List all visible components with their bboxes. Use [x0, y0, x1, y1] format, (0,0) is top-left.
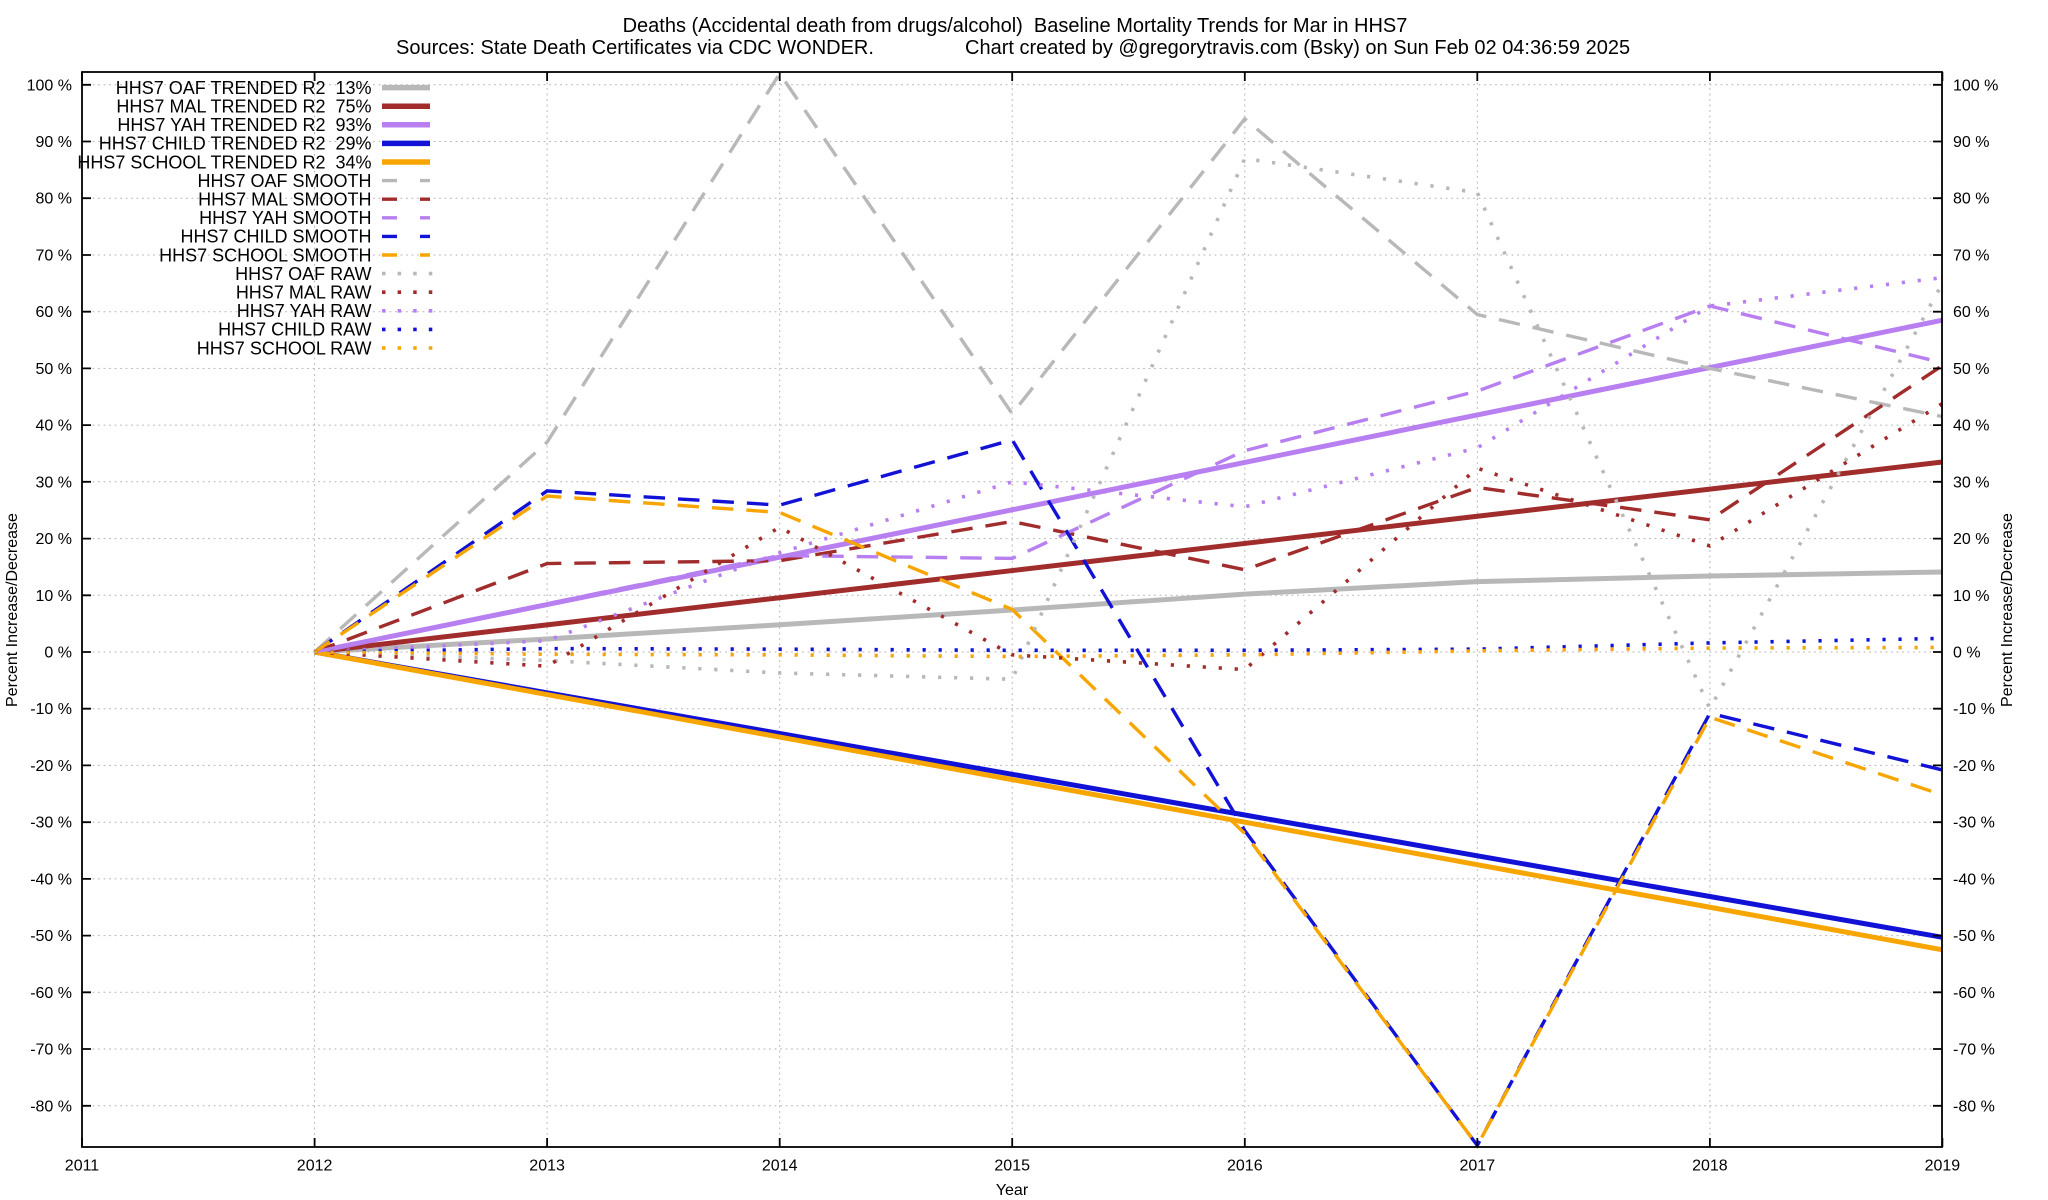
svg-text:2014: 2014 [762, 1158, 798, 1175]
svg-text:-80 %: -80 % [1953, 1098, 1995, 1115]
svg-text:-80 %: -80 % [30, 1098, 72, 1115]
svg-text:-50 %: -50 % [30, 928, 72, 945]
svg-text:10 %: 10 % [36, 588, 72, 605]
svg-text:HHS7 CHILD SMOOTH: HHS7 CHILD SMOOTH [180, 227, 371, 247]
svg-text:Year: Year [996, 1182, 1029, 1199]
svg-text:-60 %: -60 % [1953, 985, 1995, 1002]
svg-text:HHS7 YAH RAW: HHS7 YAH RAW [237, 301, 372, 321]
svg-text:HHS7 OAF TRENDED R2 13%: HHS7 OAF TRENDED R2 13% [116, 78, 372, 98]
svg-text:Chart created by @gregorytravi: Chart created by @gregorytravis.com (Bsk… [965, 37, 1630, 59]
svg-text:-40 %: -40 % [30, 871, 72, 888]
svg-text:HHS7 MAL RAW: HHS7 MAL RAW [236, 283, 372, 303]
svg-text:90 %: 90 % [1953, 134, 1989, 151]
svg-text:-30 %: -30 % [30, 815, 72, 832]
svg-text:Percent Increase/Decrease: Percent Increase/Decrease [1999, 513, 2016, 707]
svg-text:50 %: 50 % [1953, 361, 1989, 378]
svg-text:2015: 2015 [994, 1158, 1030, 1175]
svg-text:80 %: 80 % [1953, 191, 1989, 208]
svg-text:Deaths (Accidental death from: Deaths (Accidental death from drugs/alco… [623, 15, 1408, 37]
svg-text:-10 %: -10 % [30, 701, 72, 718]
svg-text:100 %: 100 % [1953, 77, 1998, 94]
svg-text:40 %: 40 % [36, 418, 72, 435]
svg-text:2017: 2017 [1460, 1158, 1496, 1175]
svg-text:HHS7 OAF RAW: HHS7 OAF RAW [235, 264, 371, 284]
svg-text:0 %: 0 % [44, 645, 72, 662]
svg-text:HHS7 YAH TRENDED R2 93%: HHS7 YAH TRENDED R2 93% [117, 115, 371, 135]
svg-text:2013: 2013 [529, 1158, 565, 1175]
svg-text:-60 %: -60 % [30, 985, 72, 1002]
svg-text:100 %: 100 % [27, 77, 72, 94]
svg-text:HHS7 OAF SMOOTH: HHS7 OAF SMOOTH [197, 171, 371, 191]
svg-text:-50 %: -50 % [1953, 928, 1995, 945]
svg-text:HHS7 YAH SMOOTH: HHS7 YAH SMOOTH [199, 208, 371, 228]
svg-text:2019: 2019 [1925, 1158, 1961, 1175]
svg-text:0 %: 0 % [1953, 645, 1981, 662]
svg-text:2016: 2016 [1227, 1158, 1263, 1175]
svg-text:2018: 2018 [1692, 1158, 1728, 1175]
svg-text:2012: 2012 [297, 1158, 333, 1175]
svg-text:70 %: 70 % [1953, 248, 1989, 265]
svg-text:60 %: 60 % [1953, 304, 1989, 321]
svg-text:HHS7 CHILD RAW: HHS7 CHILD RAW [218, 320, 371, 340]
svg-text:40 %: 40 % [1953, 418, 1989, 435]
svg-text:Sources: State Death Certifica: Sources: State Death Certificates via CD… [396, 37, 874, 59]
svg-text:HHS7 MAL SMOOTH: HHS7 MAL SMOOTH [198, 190, 371, 210]
svg-text:90 %: 90 % [36, 134, 72, 151]
svg-text:30 %: 30 % [36, 474, 72, 491]
svg-text:HHS7 SCHOOL RAW: HHS7 SCHOOL RAW [197, 338, 372, 358]
svg-text:HHS7 SCHOOL SMOOTH: HHS7 SCHOOL SMOOTH [159, 245, 371, 265]
svg-text:60 %: 60 % [36, 304, 72, 321]
svg-text:Percent Increase/Decrease: Percent Increase/Decrease [4, 513, 21, 707]
svg-text:HHS7 CHILD TRENDED R2 29%: HHS7 CHILD TRENDED R2 29% [99, 134, 372, 154]
svg-text:-20 %: -20 % [30, 758, 72, 775]
svg-text:50 %: 50 % [36, 361, 72, 378]
svg-text:HHS7 MAL TRENDED R2 75%: HHS7 MAL TRENDED R2 75% [116, 97, 371, 117]
svg-text:HHS7 SCHOOL TRENDED R2 34%: HHS7 SCHOOL TRENDED R2 34% [77, 152, 371, 172]
svg-text:-30 %: -30 % [1953, 815, 1995, 832]
svg-text:-10 %: -10 % [1953, 701, 1995, 718]
svg-text:20 %: 20 % [1953, 531, 1989, 548]
svg-text:2011: 2011 [65, 1158, 100, 1175]
svg-text:10 %: 10 % [1953, 588, 1989, 605]
svg-text:80 %: 80 % [36, 191, 72, 208]
svg-text:20 %: 20 % [36, 531, 72, 548]
svg-text:30 %: 30 % [1953, 474, 1989, 491]
svg-text:-70 %: -70 % [30, 1042, 72, 1059]
svg-text:-40 %: -40 % [1953, 871, 1995, 888]
svg-text:-20 %: -20 % [1953, 758, 1995, 775]
svg-text:70 %: 70 % [36, 248, 72, 265]
svg-text:-70 %: -70 % [1953, 1042, 1995, 1059]
